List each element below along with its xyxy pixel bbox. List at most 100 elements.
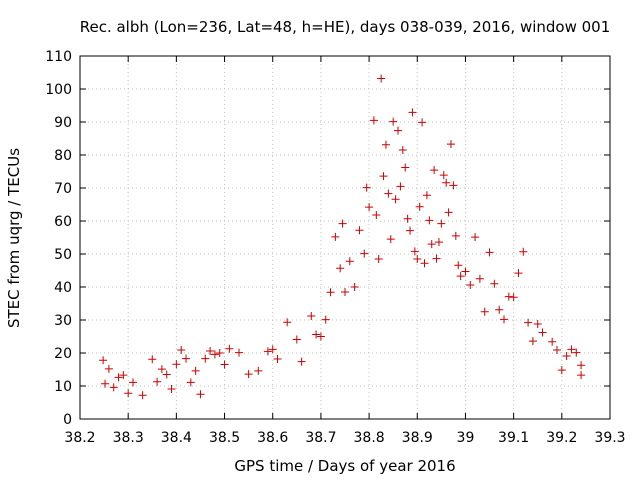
data-point (572, 348, 581, 357)
data-point (316, 332, 325, 341)
y-tick-label: 70 (54, 181, 72, 197)
data-point (403, 214, 412, 223)
data-point (425, 216, 434, 225)
data-point (350, 283, 359, 291)
data-point (567, 345, 576, 354)
data-point (377, 74, 386, 83)
data-point (321, 315, 330, 324)
data-point (480, 307, 489, 316)
data-point (461, 267, 470, 276)
data-point (268, 345, 277, 354)
x-tick-label: 39.1 (498, 430, 529, 446)
data-point (345, 257, 354, 266)
data-point (119, 371, 128, 380)
data-point (394, 126, 402, 135)
x-tick-label: 38.6 (257, 430, 288, 446)
y-tick-label: 10 (54, 379, 72, 395)
data-point (162, 370, 171, 379)
y-tick-label: 30 (54, 313, 72, 329)
data-point (109, 383, 118, 392)
data-point (406, 226, 415, 235)
data-point (99, 356, 108, 365)
data-point (338, 219, 347, 228)
data-point (454, 261, 463, 270)
data-point (292, 335, 301, 344)
data-point (369, 116, 378, 125)
y-tick-label: 50 (54, 247, 72, 263)
data-point (577, 361, 586, 370)
data-point (196, 390, 205, 399)
axis-ticks: 0 10 20 30 40 50 60 70 80 90 100 110 38.2 38.3 38.4 38.… (45, 49, 625, 446)
y-tick-label: 0 (63, 412, 72, 428)
data-point (381, 140, 390, 149)
data-point (312, 330, 321, 339)
data-point (557, 366, 566, 375)
data-point (577, 371, 586, 380)
x-axis-label: GPS time / Days of year 2016 (234, 457, 455, 475)
x-tick-label: 38.4 (161, 430, 192, 446)
x-tick-label: 39.3 (594, 430, 625, 446)
data-point (524, 318, 533, 327)
data-point (420, 259, 429, 268)
data-point (157, 365, 166, 374)
data-point (562, 351, 571, 360)
data-point (283, 318, 292, 327)
data-point (418, 118, 427, 127)
data-point (410, 247, 419, 256)
data-point (336, 264, 345, 273)
data-point (475, 274, 484, 283)
data-point (504, 292, 513, 301)
data-point (509, 293, 518, 302)
data-point (442, 178, 451, 187)
x-tick-label: 38.7 (305, 430, 336, 446)
data-point (514, 269, 523, 278)
x-tick-label: 39 (457, 430, 475, 446)
data-point (413, 254, 422, 263)
data-point (519, 247, 528, 256)
chart-title: Rec. albh (Lon=236, Lat=48, h=HE), days … (80, 18, 611, 36)
data-point (104, 364, 113, 373)
y-tick-label: 110 (45, 49, 72, 65)
data-point (422, 191, 431, 200)
data-point (297, 357, 306, 366)
y-tick-label: 40 (54, 280, 72, 296)
data-point (101, 379, 110, 388)
data-point (273, 354, 282, 363)
data-point (138, 391, 147, 400)
data-point (225, 344, 234, 353)
data-point (374, 254, 383, 263)
data-point (263, 347, 272, 356)
data-point (307, 312, 316, 321)
data-point (396, 182, 405, 191)
data-point (167, 384, 176, 393)
data-point (432, 254, 441, 263)
data-point (210, 350, 219, 359)
data-point (490, 279, 499, 288)
data-point (384, 189, 393, 198)
data-point (379, 172, 388, 181)
data-point (495, 305, 504, 314)
grid-lines (80, 56, 610, 419)
data-point (401, 163, 410, 172)
data-point (177, 346, 186, 355)
data-point (235, 348, 243, 357)
data-point (365, 203, 374, 212)
data-point (129, 378, 137, 387)
y-tick-label: 100 (45, 82, 72, 98)
data-point (215, 349, 224, 357)
data-point (533, 319, 542, 328)
data-point (434, 238, 443, 247)
data-point (206, 347, 215, 356)
data-point (360, 249, 369, 258)
data-point (427, 240, 436, 249)
data-point (389, 117, 398, 126)
data-point (172, 360, 181, 369)
data-point (331, 232, 340, 241)
data-point (362, 183, 371, 192)
x-tick-label: 38.3 (113, 430, 144, 446)
data-point (372, 211, 381, 220)
data-point (430, 166, 439, 175)
data-point (538, 328, 547, 337)
